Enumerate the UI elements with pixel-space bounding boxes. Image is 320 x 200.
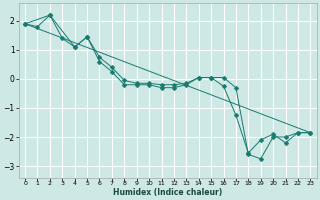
X-axis label: Humidex (Indice chaleur): Humidex (Indice chaleur) xyxy=(113,188,222,197)
